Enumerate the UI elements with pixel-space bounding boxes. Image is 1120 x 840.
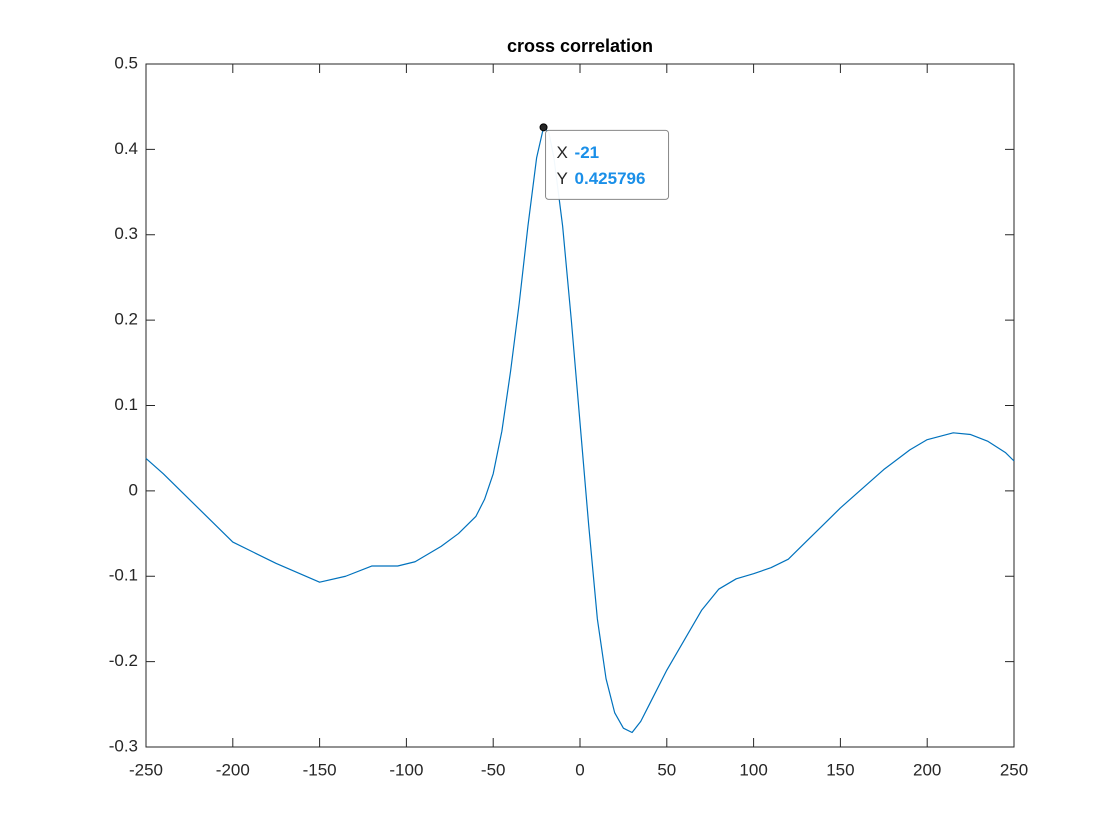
datatip-box [545, 129, 670, 200]
data-line [145, 126, 1015, 734]
x-tick-label: 150 [826, 760, 854, 779]
y-tick-label: 0.3 [114, 224, 138, 243]
y-tick-label: 0.5 [114, 53, 138, 72]
datatip: X -21 Y 0.425796 [545, 129, 670, 200]
x-tick-label: 100 [739, 760, 767, 779]
y-tick-label: 0.4 [114, 139, 138, 158]
datatip-y-value: 0.425796 [575, 169, 646, 188]
x-tick-label: -200 [216, 760, 250, 779]
x-tick-label: 200 [913, 760, 941, 779]
y-tick-label: 0 [129, 480, 138, 499]
x-tick-label: -100 [389, 760, 423, 779]
x-tick-label: 0 [575, 760, 584, 779]
datatip-y-label: Y [557, 169, 568, 188]
y-tick-label: -0.3 [109, 736, 138, 755]
chart-title: cross correlation [507, 36, 653, 56]
y-tick-label: 0.2 [114, 310, 138, 329]
x-tick-label: -50 [481, 760, 506, 779]
y-tick-label: 0.1 [114, 395, 138, 414]
x-tick-label: -250 [129, 760, 163, 779]
x-tick-label: -150 [303, 760, 337, 779]
x-tick-label: 250 [1000, 760, 1028, 779]
datatip-x-label: X [557, 143, 568, 162]
datatip-x-value: -21 [575, 143, 600, 162]
y-tick-label: -0.1 [109, 566, 138, 585]
y-tick-label: -0.2 [109, 651, 138, 670]
datatip-marker [539, 123, 548, 132]
x-tick-label: 50 [657, 760, 676, 779]
